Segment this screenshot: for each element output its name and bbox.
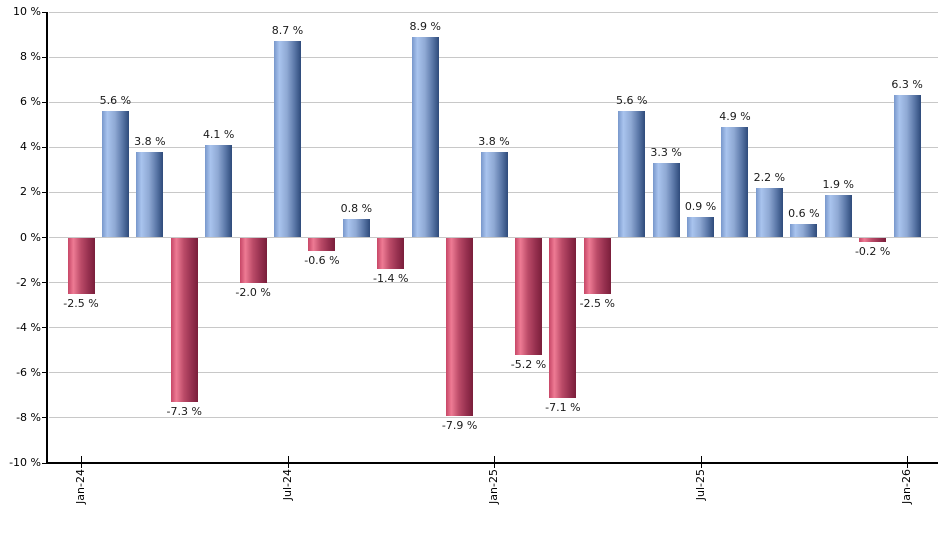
bar-value-label: 0.9 %	[684, 200, 717, 214]
positive-return-bar	[136, 151, 164, 238]
y-gridline	[49, 237, 938, 238]
bar-value-label: 8.9 %	[409, 19, 441, 33]
negative-return-bar	[446, 237, 474, 416]
negative-return-bar	[170, 237, 198, 403]
y-gridline	[49, 282, 938, 284]
y-gridline	[49, 372, 938, 374]
y-axis-tick	[42, 327, 48, 329]
y-axis-tick-label: 4 %	[20, 140, 41, 154]
y-gridline	[49, 11, 938, 13]
x-axis-tick-label: Jan-26	[900, 469, 914, 504]
y-gridline	[49, 417, 938, 419]
x-axis-tick-label: Jan-24	[74, 469, 87, 504]
positive-return-bar	[274, 41, 302, 238]
y-axis-tick	[42, 417, 48, 419]
y-axis-tick-label: 2 %	[20, 185, 41, 199]
bar-value-label: 8.7 %	[271, 24, 304, 38]
bar-value-label: 0.8 %	[340, 202, 373, 216]
positive-return-bar	[205, 145, 233, 238]
y-axis-tick	[42, 462, 48, 464]
bar-value-label: 3.8 %	[478, 134, 510, 148]
y-axis-tick	[42, 237, 48, 238]
negative-return-bar	[377, 237, 405, 270]
positive-return-bar	[721, 127, 749, 238]
y-axis-tick-label: -10 %	[9, 456, 41, 469]
y-gridline	[49, 327, 938, 329]
y-axis-line	[46, 12, 48, 464]
x-axis-tick	[700, 456, 702, 468]
bar-value-label: 4.9 %	[719, 110, 751, 123]
positive-return-bar	[342, 219, 370, 238]
bar-value-label: -0.6 %	[304, 254, 340, 268]
y-axis-tick-label: 0 %	[20, 230, 41, 244]
y-axis-tick	[42, 56, 48, 58]
positive-return-bar	[101, 111, 129, 238]
bar-value-label: 5.6 %	[615, 94, 648, 108]
bar-value-label: -7.9 %	[441, 418, 478, 432]
y-gridline	[49, 56, 938, 58]
bar-value-label: 3.3 %	[650, 146, 682, 160]
x-axis-tick	[287, 456, 289, 468]
positive-return-bar	[893, 95, 921, 238]
negative-return-bar	[67, 237, 95, 294]
y-gridline	[49, 146, 938, 148]
positive-return-bar	[755, 187, 783, 238]
bar-value-label: 5.6 %	[99, 94, 132, 108]
bar-value-label: -1.4 %	[373, 272, 409, 286]
bar-value-label: -2.5 %	[63, 296, 99, 310]
bar-value-label: 1.9 %	[822, 177, 854, 191]
bar-value-label: 4.1 %	[202, 128, 235, 142]
y-axis-tick-label: -4 %	[16, 320, 41, 334]
x-axis-tick	[494, 456, 496, 468]
negative-return-bar	[583, 237, 611, 294]
x-axis-tick-label: Jan-25	[487, 469, 501, 504]
positive-return-bar	[411, 36, 439, 238]
y-axis-tick-label: 6 %	[20, 95, 41, 109]
y-axis-tick-label: -2 %	[16, 275, 41, 289]
bar-value-label: 6.3 %	[891, 78, 923, 92]
positive-return-bar	[824, 194, 852, 238]
negative-return-bar	[549, 237, 577, 398]
bar-value-label: -7.3 %	[166, 405, 202, 419]
bar-value-label: -2.0 %	[235, 285, 271, 299]
negative-return-bar	[308, 237, 336, 252]
bar-value-label: 0.6 %	[788, 206, 820, 220]
positive-return-bar	[790, 223, 818, 238]
bar-value-label: -2.5 %	[579, 296, 615, 310]
x-axis-line	[46, 462, 938, 464]
y-gridline	[49, 101, 938, 103]
positive-return-bar	[652, 163, 680, 238]
x-axis-tick-label: Jul-24	[280, 469, 294, 501]
y-axis-tick	[42, 191, 48, 193]
positive-return-bar	[687, 217, 715, 238]
negative-return-bar	[239, 237, 267, 283]
bar-value-label: 3.8 %	[134, 134, 166, 148]
negative-return-bar	[514, 237, 542, 355]
y-axis-tick	[42, 11, 48, 13]
y-axis-tick	[42, 372, 48, 374]
y-axis-tick	[42, 282, 48, 284]
y-axis-tick	[42, 101, 48, 103]
y-axis-tick-label: 8 %	[20, 50, 41, 64]
negative-return-bar	[859, 237, 887, 242]
x-axis-tick	[81, 456, 82, 468]
y-axis-tick-label: 10 %	[13, 5, 41, 18]
y-axis-tick-label: -8 %	[16, 410, 41, 424]
bar-value-label: -5.2 %	[510, 357, 547, 371]
y-axis-tick-label: -6 %	[16, 365, 41, 379]
positive-return-bar	[480, 151, 508, 238]
x-axis-tick-label: Jul-25	[693, 469, 707, 501]
bar-value-label: -7.1 %	[545, 400, 581, 414]
x-axis-tick	[907, 456, 909, 468]
bar-value-label: -0.2 %	[854, 245, 891, 258]
bar-value-label: 2.2 %	[753, 170, 786, 184]
y-axis-tick	[42, 146, 48, 148]
positive-return-bar	[618, 111, 646, 238]
